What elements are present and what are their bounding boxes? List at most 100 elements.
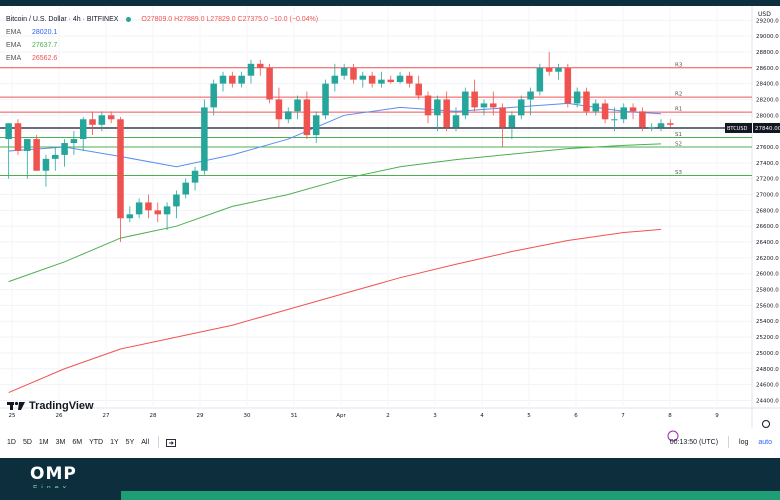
candle-body <box>24 139 31 151</box>
candle-body <box>266 67 273 100</box>
level-label: R1 <box>675 107 682 113</box>
candle-body <box>126 214 134 219</box>
y-tick-label: 25200.0 <box>756 335 779 341</box>
candle-body <box>378 79 385 84</box>
candle-body <box>98 115 106 125</box>
candle-body <box>564 67 572 104</box>
tradingview-logo: TradingView <box>7 400 94 412</box>
candle-body <box>536 67 544 92</box>
candle-body <box>452 115 460 128</box>
candle-body <box>499 107 506 128</box>
utc-clock[interactable]: 00:13:50 (UTC) <box>669 438 719 446</box>
candle-body <box>163 206 171 215</box>
y-tick-label: 26400.0 <box>756 240 779 246</box>
timeframe-6m[interactable]: 6M <box>72 438 83 446</box>
candle-body <box>42 158 50 171</box>
candle-body <box>79 119 87 140</box>
candle-body <box>191 170 199 183</box>
candle-body <box>555 67 562 72</box>
x-tick-label: 8 <box>668 413 672 419</box>
candle-body <box>5 123 12 140</box>
auto-toggle[interactable]: auto <box>758 438 772 446</box>
ema-value: 28020.1 <box>32 29 58 36</box>
level-label: R3 <box>675 62 683 68</box>
date-range-icon[interactable] <box>166 438 176 447</box>
y-tick-label: 24600.0 <box>756 383 779 389</box>
timeframe-5y[interactable]: 5Y <box>125 438 135 446</box>
x-tick-label: 5 <box>527 413 531 419</box>
candle-body <box>434 99 441 116</box>
x-tick-label: 2 <box>386 413 390 419</box>
timeframe-1y[interactable]: 1Y <box>110 438 119 446</box>
timeframe-1m[interactable]: 1M <box>38 438 49 446</box>
toolbar-divider <box>158 436 160 448</box>
candle-body <box>490 103 497 108</box>
y-tick-label: 27200.0 <box>756 177 779 183</box>
x-tick-label: Apr <box>336 413 346 419</box>
y-tick-label: 27000.0 <box>756 193 779 199</box>
x-tick-label: 30 <box>244 413 251 419</box>
y-tick-label: 26800.0 <box>756 208 779 214</box>
ema-value: 27637.7 <box>32 42 58 49</box>
y-tick-label: 29200.0 <box>756 18 779 24</box>
candle-body <box>275 99 283 120</box>
top-bar <box>0 0 780 6</box>
footer-bar <box>0 488 780 500</box>
y-tick-label: 25400.0 <box>756 319 779 325</box>
chart-area[interactable]: 29200.0 29000.0 28800.0 28600.0 28400.0 28200… <box>0 6 780 458</box>
price-chart[interactable]: 29200.029000.028800.028600.028400.028200… <box>0 6 780 458</box>
y-tick-label: 27600.0 <box>756 145 779 151</box>
candle-body <box>70 139 78 144</box>
legend-ema-3[interactable]: EMA 26562.6 <box>6 52 318 65</box>
x-tick-label: 6 <box>574 413 578 419</box>
candle-body <box>424 95 432 116</box>
symbol-title[interactable]: Bitcoin / U.S. Dollar · 4h · BITFINEX <box>6 16 119 23</box>
y-tick-label: 24800.0 <box>756 367 779 373</box>
candle-body <box>51 154 59 159</box>
y-tick-label: 26600.0 <box>756 224 779 230</box>
candle-body <box>601 103 609 120</box>
candle-body <box>508 115 516 128</box>
legend-ema-2[interactable]: EMA 27637.7 <box>6 39 318 52</box>
candle-body <box>648 127 655 129</box>
timeframe-5d[interactable]: 5D <box>22 438 32 446</box>
y-tick-label: 29000.0 <box>756 34 779 40</box>
candle-body <box>639 111 646 128</box>
candle-body <box>238 75 245 84</box>
currency-label: USD <box>758 11 771 18</box>
x-tick-label: 7 <box>621 413 625 419</box>
candle-body <box>145 202 152 211</box>
candle-body <box>368 75 376 84</box>
footer-accent <box>121 491 780 500</box>
toolbar-right: 00:13:50 (UTC) log auto <box>670 436 772 448</box>
level-label: R2 <box>675 92 682 98</box>
log-toggle[interactable]: log <box>739 438 749 446</box>
timeframe-3m[interactable]: 3M <box>55 438 66 446</box>
candle-body <box>545 67 553 72</box>
ema-label: EMA <box>6 55 22 62</box>
candle-body <box>257 63 264 68</box>
candle-body <box>294 99 301 112</box>
chart-legend: Bitcoin / U.S. Dollar · 4h · BITFINEX O2… <box>6 13 318 65</box>
candle-body <box>480 103 488 108</box>
timeframe-1d[interactable]: 1D <box>7 438 16 446</box>
candle-body <box>117 119 124 219</box>
candle-body <box>406 75 413 84</box>
candle-body <box>340 67 348 76</box>
candle-body <box>210 83 217 108</box>
candle-body <box>443 99 450 128</box>
legend-ema-1[interactable]: EMA 28020.1 <box>6 26 318 39</box>
timeframe-all[interactable]: All <box>141 438 150 446</box>
x-tick-label: 27 <box>103 413 110 419</box>
level-label: S3 <box>675 170 682 176</box>
candle-body <box>573 91 581 104</box>
candle-body <box>182 182 189 195</box>
ema-value: 26562.6 <box>32 55 58 62</box>
timeframe-ytd[interactable]: YTD <box>89 438 104 446</box>
y-tick-label: 24400.0 <box>756 398 779 404</box>
y-tick-label: 25600.0 <box>756 303 779 309</box>
candle-body <box>61 143 68 155</box>
candle-body <box>471 91 478 108</box>
candle-body <box>415 83 422 96</box>
chart-toolbar: 1D 5D 1M 3M 6M YTD 1Y 5Y All 00:13:50 (U… <box>0 432 780 452</box>
